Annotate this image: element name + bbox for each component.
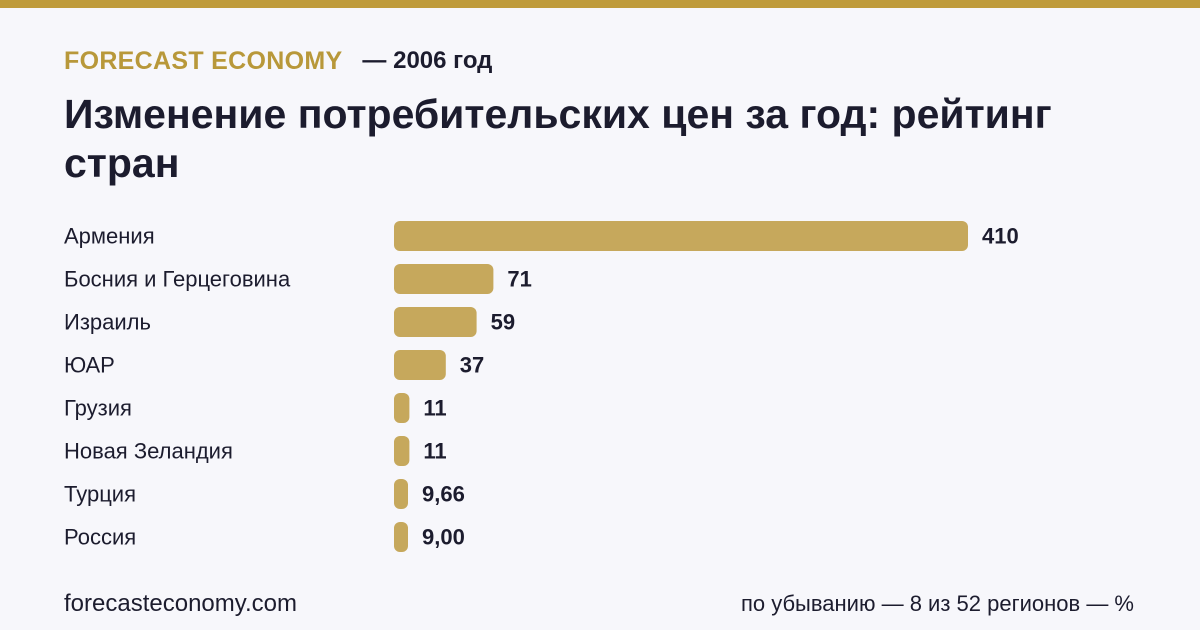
- value-label: 11: [423, 439, 446, 464]
- value-label: 59: [491, 310, 515, 335]
- value-label: 71: [507, 267, 531, 292]
- top-accent-rule: [0, 0, 1200, 8]
- brand-name: FORECAST ECONOMY: [64, 46, 343, 75]
- value-label: 9,00: [422, 525, 465, 550]
- bar: [394, 350, 446, 380]
- bar: [394, 522, 408, 552]
- category-label: Израиль: [64, 310, 151, 335]
- value-label: 410: [982, 224, 1019, 249]
- bar: [394, 436, 410, 466]
- value-label: 11: [423, 396, 446, 421]
- bar: [394, 264, 494, 294]
- year-label: — 2006 год: [362, 47, 493, 74]
- category-label: Грузия: [64, 396, 132, 421]
- bar: [394, 393, 410, 423]
- category-label: Босния и Герцеговина: [64, 267, 291, 292]
- category-label: ЮАР: [64, 353, 115, 378]
- footer-note: по убыванию — 8 из 52 регионов — %: [740, 591, 1134, 616]
- category-label: Новая Зеландия: [64, 439, 233, 464]
- value-label: 37: [460, 353, 484, 378]
- header-eyebrow: FORECAST ECONOMY — 2006 год: [64, 44, 492, 78]
- footer-site: forecasteconomy.com: [64, 590, 297, 617]
- category-label: Турция: [64, 482, 136, 507]
- bar: [394, 221, 968, 251]
- chart-title: Изменение потребительских цен за год: ре…: [64, 91, 1052, 186]
- value-label: 9,66: [422, 482, 465, 507]
- category-label: Россия: [64, 525, 136, 550]
- bar: [394, 479, 408, 509]
- category-label: Армения: [64, 224, 155, 249]
- bar: [394, 307, 477, 337]
